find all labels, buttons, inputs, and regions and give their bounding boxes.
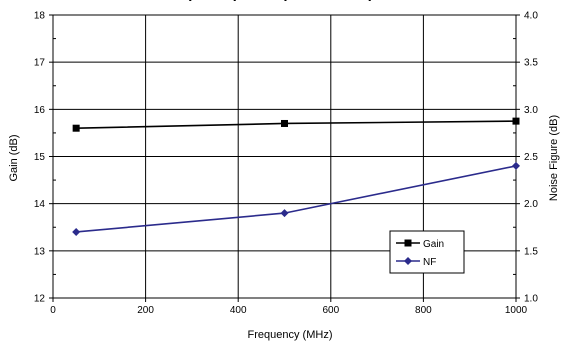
legend-box <box>389 230 465 274</box>
x-axis-title: Frequency (MHz) <box>248 329 333 341</box>
left-axis-ticks: 12 13 14 15 16 17 18 <box>34 11 56 305</box>
right-tick-label: 2.5 <box>524 152 538 163</box>
x-tick-label: 200 <box>137 305 154 316</box>
legend-nf-marker <box>404 257 412 265</box>
left-tick-label: 14 <box>34 199 46 210</box>
left-tick-label: 17 <box>34 58 46 69</box>
series-line-gain <box>76 120 517 129</box>
left-tick-label: 16 <box>34 105 46 116</box>
chart-title: (..........) ..........) ........ ......… <box>187 0 374 2</box>
left-tick-label: 15 <box>34 152 46 163</box>
series-layer <box>72 117 520 236</box>
x-tick-label: 400 <box>230 305 247 316</box>
right-tick-label: 3.5 <box>524 58 538 69</box>
legend-gain-label: Gain <box>423 239 444 250</box>
left-axis-title: Gain (dB) <box>8 134 20 181</box>
left-tick-label: 13 <box>34 246 46 257</box>
right-tick-label: 3.0 <box>524 105 538 116</box>
left-tick-label: 18 <box>34 11 46 22</box>
data-point-gain <box>72 124 80 132</box>
data-point-nf <box>280 209 289 218</box>
right-tick-label: 2.0 <box>524 199 538 210</box>
right-tick-label: 1.0 <box>524 294 538 305</box>
x-tick-label: 600 <box>322 305 339 316</box>
right-axis-ticks: 1.0 1.5 2.0 2.5 3.0 3.5 4.0 <box>513 11 538 305</box>
legend-gain-marker <box>404 239 412 247</box>
data-point-gain <box>512 117 520 125</box>
legend-nf-label: NF <box>423 257 436 268</box>
right-axis-title: Noise Figure (dB) <box>548 115 560 201</box>
series-line-nf <box>76 165 517 233</box>
x-axis-ticks: 0 200 400 600 800 1000 <box>50 298 528 316</box>
data-point-gain <box>281 119 288 127</box>
x-tick-label: 800 <box>415 305 432 316</box>
right-tick-label: 4.0 <box>524 11 538 22</box>
data-point-nf <box>512 161 520 170</box>
legend: Gain NF <box>389 230 465 274</box>
x-tick-label: 0 <box>50 305 56 316</box>
grid-lines <box>53 15 516 298</box>
left-tick-label: 12 <box>34 294 46 305</box>
right-tick-label: 1.5 <box>524 246 538 257</box>
data-point-nf <box>72 227 81 236</box>
x-tick-label: 1000 <box>505 305 528 316</box>
